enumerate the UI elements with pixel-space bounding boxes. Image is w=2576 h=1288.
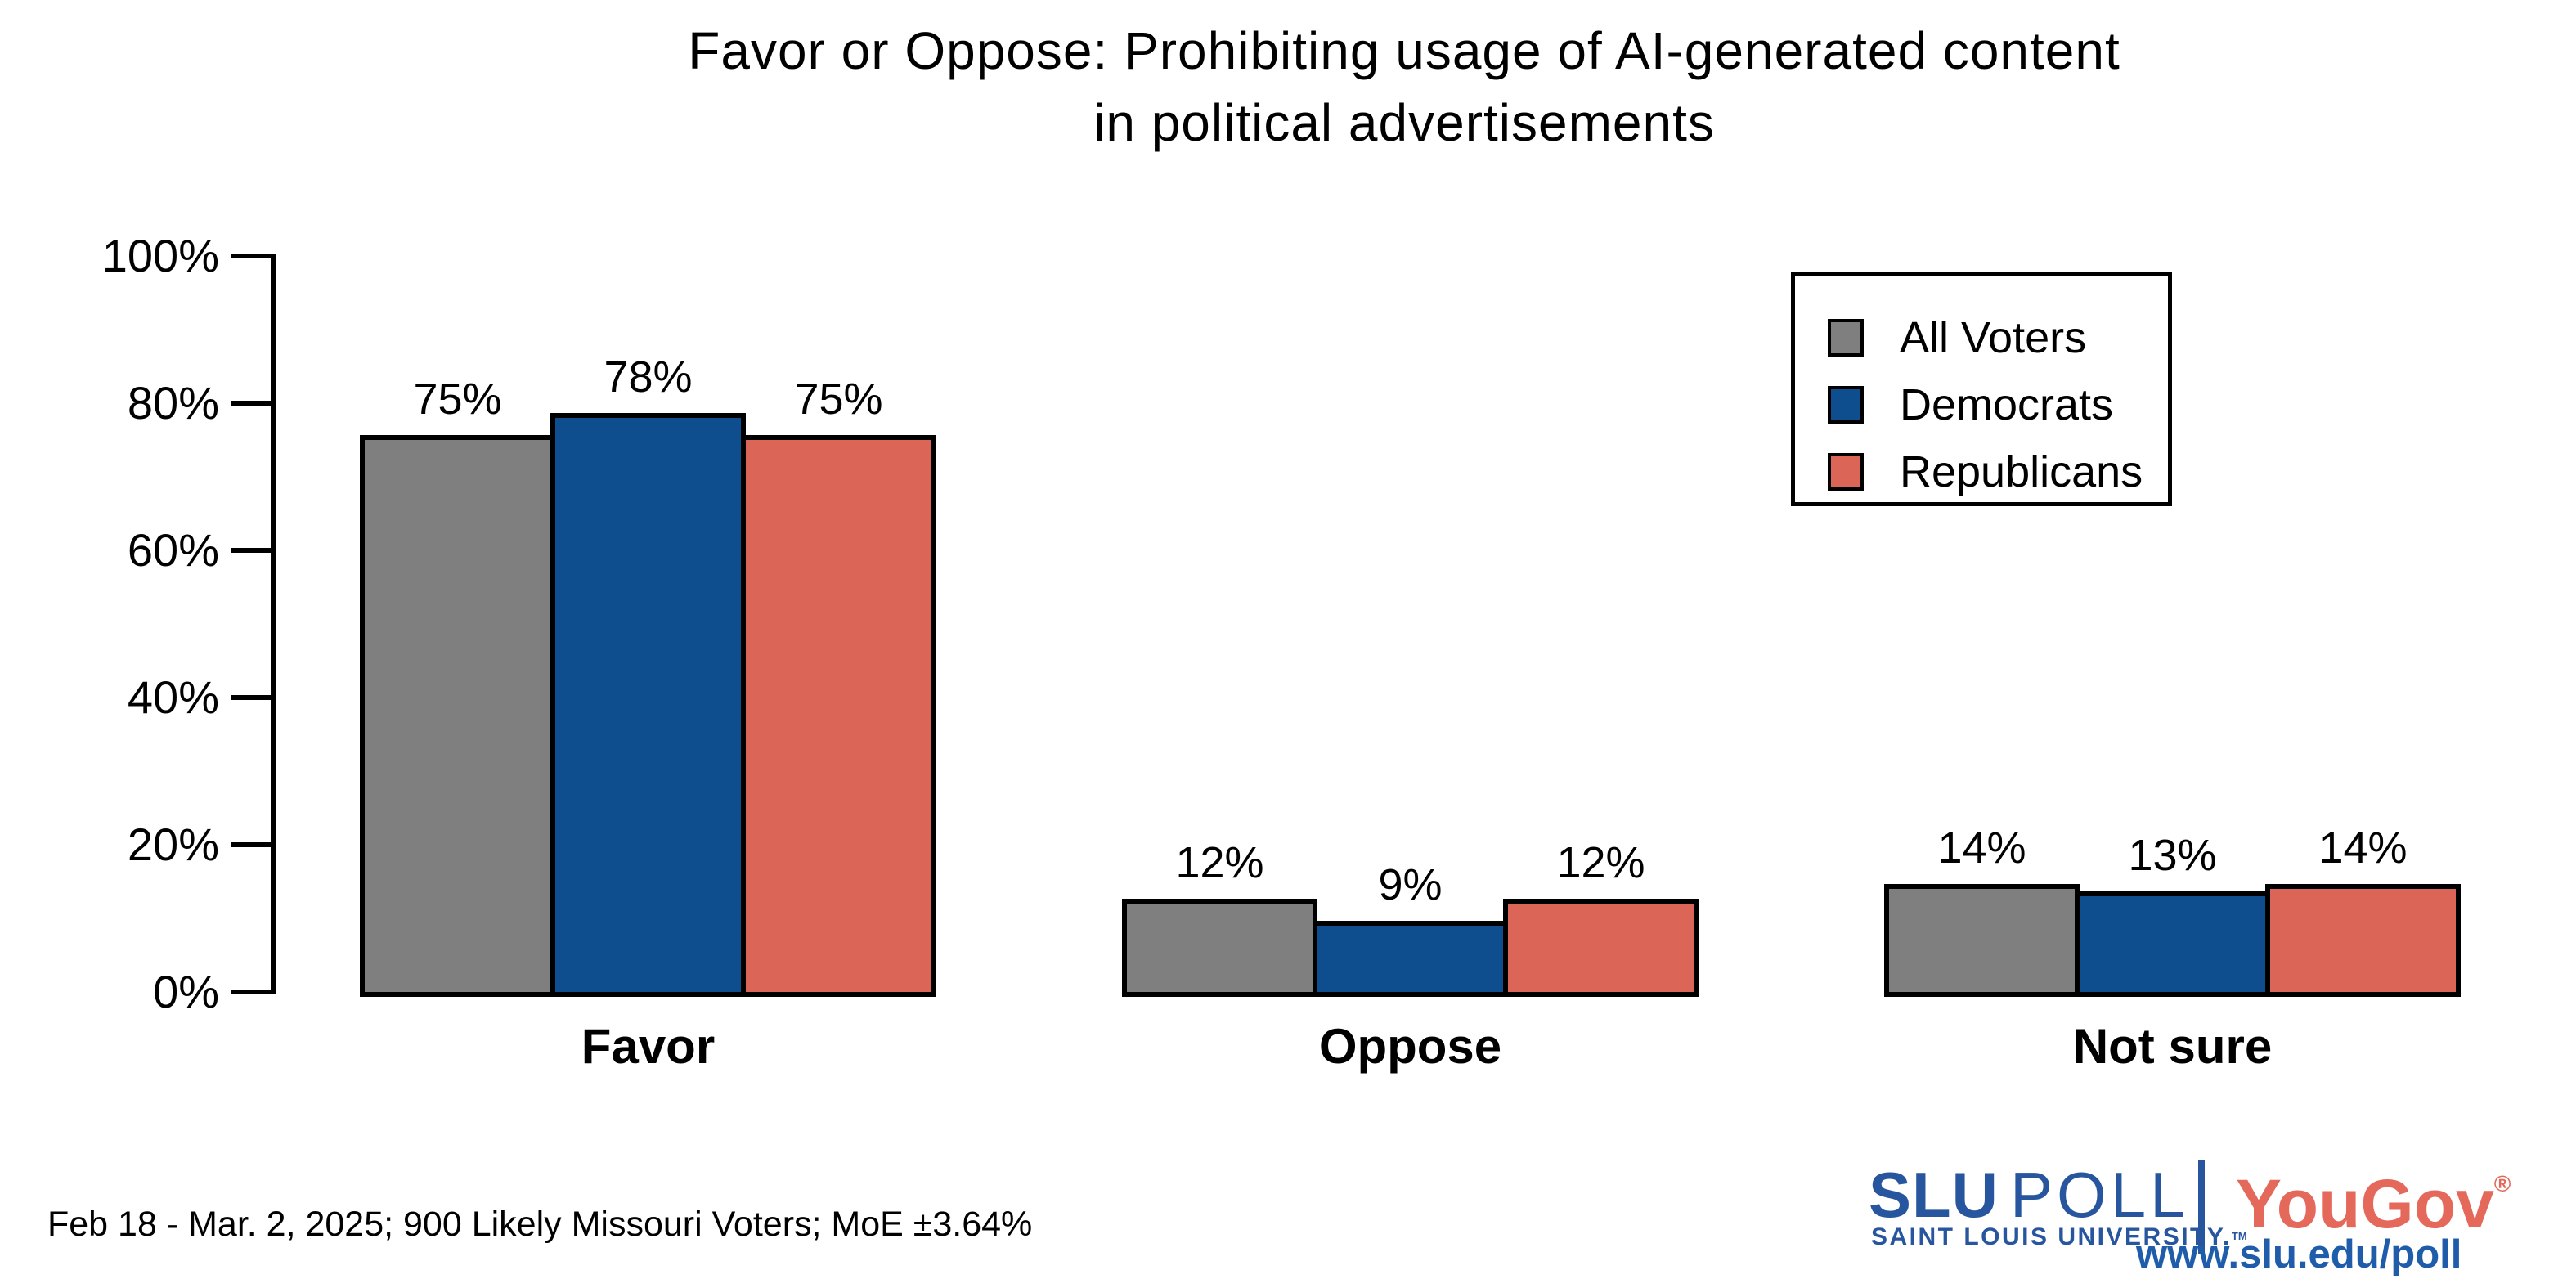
yougov-logo-text: YouGov bbox=[2236, 1165, 2494, 1242]
y-axis-tick bbox=[231, 990, 271, 994]
bar-all-voters-not-sure bbox=[1884, 884, 2080, 997]
y-axis-tick-label: 60% bbox=[127, 524, 219, 576]
slu-poll-logo: SLU POLL bbox=[1869, 1158, 2189, 1232]
chart-legend: All Voters Democrats Republicans bbox=[1791, 272, 2172, 506]
bar-republicans-oppose bbox=[1503, 899, 1699, 997]
legend-swatch-democrats-icon bbox=[1828, 386, 1864, 424]
legend-label-democrats: Democrats bbox=[1900, 380, 2114, 429]
bar-all-voters-favor bbox=[360, 435, 555, 997]
survey-footnote: Feb 18 - Mar. 2, 2025; 900 Likely Missou… bbox=[47, 1205, 1033, 1244]
bar-value-label: 9% bbox=[1378, 860, 1443, 909]
slu-university-subtext-label: SAINT LOUIS UNIVERSITY. bbox=[1871, 1223, 2232, 1250]
legend-label-all-voters: All Voters bbox=[1900, 313, 2087, 362]
slu-university-subtext: SAINT LOUIS UNIVERSITY.TM bbox=[1871, 1223, 2247, 1251]
bar-value-label: 78% bbox=[604, 352, 693, 402]
bar-all-voters-oppose bbox=[1122, 899, 1317, 997]
y-axis-tick-label: 20% bbox=[127, 819, 219, 870]
chart-title: Favor or Oppose: Prohibiting usage of AI… bbox=[116, 15, 2576, 159]
bar-value-label: 14% bbox=[1937, 824, 2026, 873]
chart-title-line-2: in political advertisements bbox=[1093, 93, 1715, 152]
bar-value-label: 13% bbox=[2128, 831, 2217, 880]
logo-separator-bar bbox=[2198, 1160, 2205, 1254]
y-axis-tick-label: 0% bbox=[153, 966, 219, 1017]
bar-value-label: 75% bbox=[794, 375, 883, 424]
slu-poll-url: www.slu.edu/poll bbox=[2136, 1232, 2462, 1277]
bar-democrats-not-sure bbox=[2075, 891, 2270, 997]
bar-democrats-favor bbox=[550, 413, 746, 997]
bar-value-label: 12% bbox=[1556, 838, 1645, 887]
legend-item-all-voters: All Voters bbox=[1828, 313, 2087, 362]
y-axis-tick-label: 80% bbox=[127, 377, 219, 429]
slu-logo-light-text: POLL bbox=[2010, 1159, 2190, 1231]
chart-title-line-1: Favor or Oppose: Prohibiting usage of AI… bbox=[688, 21, 2120, 80]
y-axis-tick-label: 40% bbox=[127, 671, 219, 723]
y-axis-tick-label: 100% bbox=[101, 230, 219, 281]
y-axis-tick bbox=[231, 254, 271, 258]
legend-item-republicans: Republicans bbox=[1828, 447, 2143, 496]
y-axis-tick bbox=[231, 401, 271, 406]
category-label-favor: Favor bbox=[581, 1019, 716, 1074]
legend-swatch-all-voters-icon bbox=[1828, 319, 1864, 357]
bar-value-label: 12% bbox=[1175, 838, 1264, 887]
legend-item-democrats: Democrats bbox=[1828, 380, 2114, 429]
bar-value-label: 14% bbox=[2318, 824, 2408, 873]
legend-label-republicans: Republicans bbox=[1900, 447, 2143, 496]
y-axis-line bbox=[271, 254, 276, 994]
bar-republicans-not-sure bbox=[2265, 884, 2461, 997]
bar-republicans-favor bbox=[741, 435, 936, 997]
y-axis-tick bbox=[231, 842, 271, 847]
y-axis-tick bbox=[231, 695, 271, 700]
bar-value-label: 75% bbox=[413, 375, 502, 424]
legend-swatch-republicans-icon bbox=[1828, 453, 1864, 491]
bar-democrats-oppose bbox=[1313, 921, 1508, 997]
category-label-oppose: Oppose bbox=[1318, 1019, 1502, 1074]
yougov-logo: YouGov® bbox=[2236, 1165, 2511, 1244]
trademark-icon: TM bbox=[2231, 1230, 2247, 1242]
y-axis-tick bbox=[231, 548, 271, 553]
registered-mark-icon: ® bbox=[2493, 1171, 2511, 1196]
category-label-not-sure: Not sure bbox=[2072, 1019, 2273, 1074]
slu-logo-bold-text: SLU bbox=[1869, 1159, 1999, 1231]
